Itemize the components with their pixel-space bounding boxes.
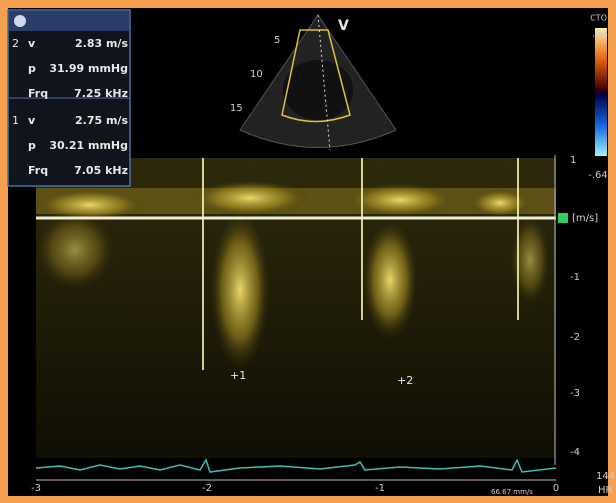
velocity-tick-label: -3 (570, 388, 580, 399)
color-bar (595, 28, 607, 156)
baseline-marker (558, 213, 568, 223)
heart-rate-unit: HR (598, 485, 613, 496)
time-tick-label: -3 (31, 483, 41, 494)
panel-icon (14, 15, 26, 27)
color-bar-top: .64 (592, 29, 608, 40)
measurement-value: 31.99 mmHg (49, 62, 128, 75)
depth-label: 5 (274, 35, 280, 46)
measurement-index: 2 (12, 37, 19, 50)
measurement-label: v (28, 37, 36, 50)
measurement-value: 7.05 kHz (74, 164, 128, 177)
measurement-label: Frq (28, 164, 48, 177)
measurement-label: Frq (28, 87, 48, 100)
measurement-index: 1 (12, 114, 19, 127)
velocity-tick-label: -2 (570, 332, 580, 343)
measurement-label: p (28, 62, 36, 75)
velocity-tick-label: -4 (570, 447, 580, 458)
sweep-speed: 66.67 mm/s (491, 488, 533, 496)
measurement-label: v (28, 114, 36, 127)
measurement-marker: +1 (230, 369, 246, 382)
ultrasound-screen: 2v2.83 m/sp31.99 mmHgFrq7.25 kHz1v2.75 m… (0, 0, 616, 503)
measurement-value: 2.75 m/s (75, 114, 128, 127)
time-tick-label: -1 (375, 483, 385, 494)
image-mode: V (338, 18, 349, 34)
velocity-unit: [m/s] (572, 213, 598, 224)
depth-label: 10 (250, 69, 263, 80)
measurement-value: 2.83 m/s (75, 37, 128, 50)
time-tick-label: 0 (553, 483, 559, 494)
measurement-label: p (28, 139, 36, 152)
chamber (283, 60, 353, 120)
panel-header (9, 11, 129, 31)
measurement-value: 7.25 kHz (74, 87, 128, 100)
display: 2v2.83 m/sp31.99 mmHgFrq7.25 kHz1v2.75 m… (0, 0, 616, 503)
color-bar-title: CTO (590, 14, 607, 23)
time-tick-label: -2 (202, 483, 212, 494)
velocity-tick-label: 1 (570, 155, 576, 166)
measurement-value: 30.21 mmHg (49, 139, 128, 152)
heart-rate-value: 144 (596, 471, 615, 482)
measurement-marker: +2 (397, 374, 413, 387)
depth-label: 15 (230, 103, 243, 114)
velocity-tick-label: -1 (570, 272, 580, 283)
color-bar-bottom: -.64 (588, 170, 608, 181)
